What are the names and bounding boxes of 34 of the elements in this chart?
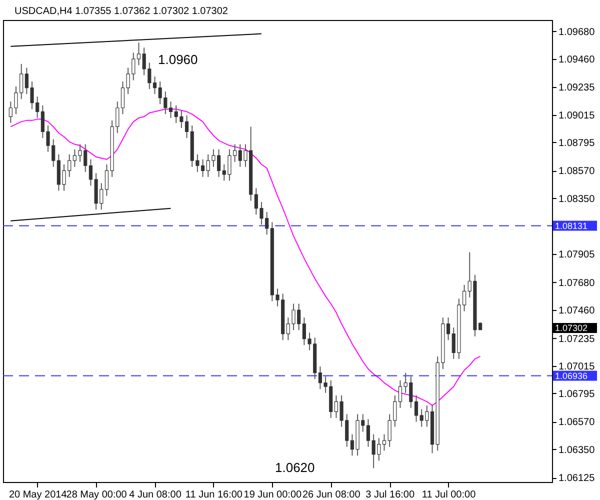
x-tick-label: 4 Jun 08:00 <box>129 490 182 500</box>
candlestick <box>414 394 418 422</box>
y-tick-label: 1.06570 <box>558 417 596 428</box>
candlestick <box>136 42 141 66</box>
y-tick-label: 1.06125 <box>558 473 596 484</box>
annotation: 1.0620 <box>275 460 315 475</box>
candlestick <box>152 76 157 95</box>
y-tick-label: 1.09680 <box>558 26 596 38</box>
y-tick-label: 1.08795 <box>558 138 596 149</box>
y-tick-label: 1.06795 <box>558 388 596 400</box>
ref-line-label: 1.08131 <box>555 220 588 231</box>
annotation: 1.0960 <box>158 52 198 67</box>
y-tick-label: 1.09460 <box>558 54 596 66</box>
x-tick-label: 28 May 00:00 <box>66 490 128 500</box>
x-tick-label: 3 Jul 16:00 <box>366 490 415 500</box>
x-tick-label: 26 Jun 08:00 <box>302 490 361 500</box>
ref-line-label: 1.06936 <box>555 370 588 381</box>
candlestick <box>398 380 402 408</box>
x-tick-label: 19 Jun 00:00 <box>244 490 302 500</box>
y-tick-label: 1.07680 <box>558 278 596 289</box>
x-tick-label: 11 Jun 16:00 <box>185 490 243 500</box>
x-tick-label: 20 May 2014 <box>8 490 68 500</box>
y-tick-label: 1.06350 <box>558 444 596 456</box>
y-tick-label: 1.07015 <box>558 361 596 372</box>
y-tick-label: 1.07460 <box>558 306 596 317</box>
y-tick-label: 1.08350 <box>558 194 596 205</box>
x-tick-label: 11 Jul 00:00 <box>422 490 476 500</box>
y-tick-label: 1.09235 <box>558 82 596 94</box>
y-tick-label: 1.07905 <box>558 250 596 261</box>
chart-title: USDCAD,H4 1.07355 1.07362 1.07302 1.07302 <box>14 6 228 17</box>
y-tick-label: 1.08570 <box>558 166 596 178</box>
y-tick-label: 1.07235 <box>558 334 596 345</box>
text: 1.07302 <box>555 323 588 333</box>
y-tick-label: 1.09015 <box>558 110 596 122</box>
